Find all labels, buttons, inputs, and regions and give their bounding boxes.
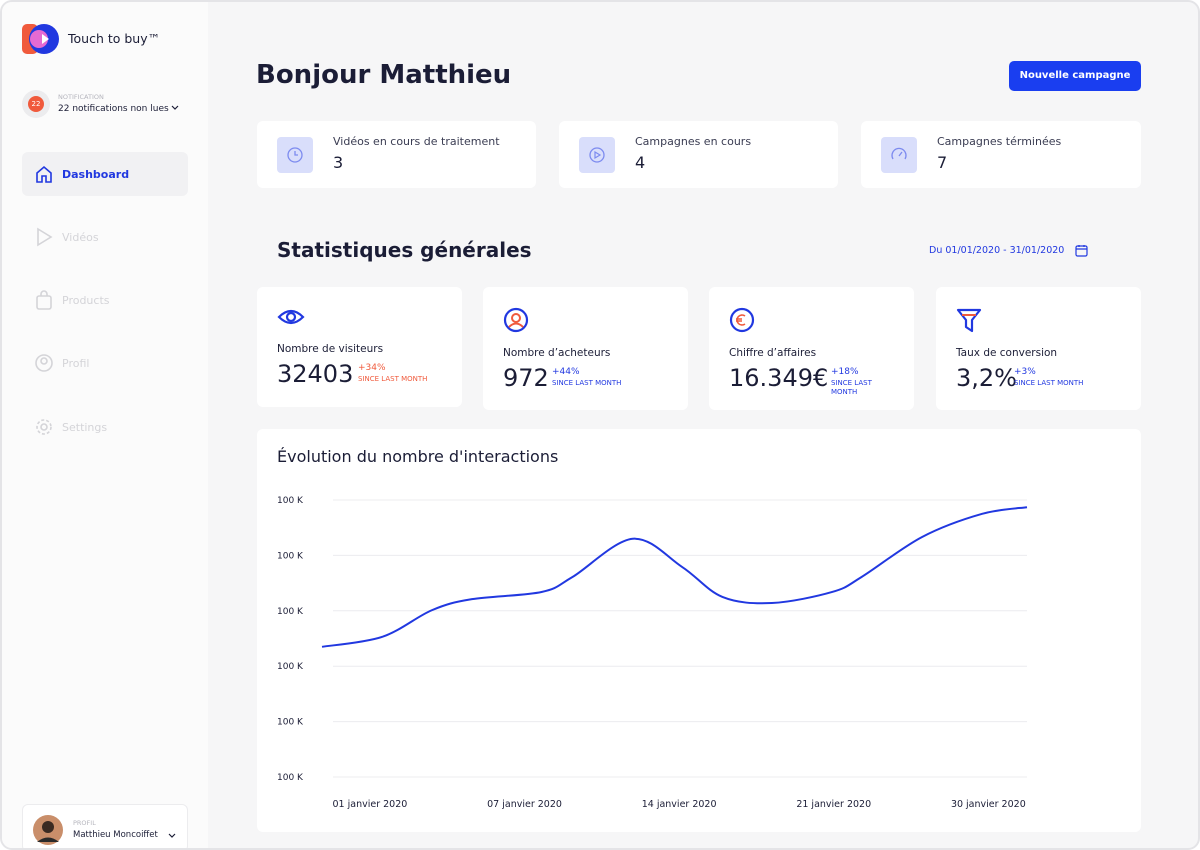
nav-item[interactable]: Profil <box>22 341 188 385</box>
y-tick-label: 100 K <box>277 607 304 617</box>
stat-change: +3% <box>1014 367 1036 377</box>
sidebar: Touch to buy™ 22 NOTIFICATION 22 notific… <box>2 2 208 848</box>
stat-card: Nombre de visiteurs 32403 +34% SINCE LAS… <box>257 287 462 407</box>
summary-label: Vidéos en cours de traitement <box>333 135 500 148</box>
new-campaign-button[interactable]: Nouvelle campagne <box>1009 61 1141 91</box>
nav-item[interactable]: Dashboard <box>22 152 188 196</box>
stat-note: SINCE LAST MONTH <box>831 379 872 396</box>
avatar <box>33 815 63 845</box>
summary-label: Campagnes en cours <box>635 135 752 148</box>
stat-label: Taux de conversion <box>956 347 1058 359</box>
nav-icon <box>36 165 52 183</box>
stat-note: SINCE LAST MONTH <box>358 375 428 383</box>
profile-label: PROFIL <box>73 819 96 827</box>
nav-item[interactable]: Settings <box>22 405 188 449</box>
summary-card: Vidéos en cours de traitement 3 <box>257 121 536 188</box>
nav-label: Settings <box>62 420 108 434</box>
x-tick-label: 01 janvier 2020 <box>333 799 408 810</box>
stat-value: 972 <box>503 364 549 392</box>
stat-change: +44% <box>552 367 580 377</box>
stat-card: Nombre d’acheteurs 972 +44% SINCE LAST M… <box>483 287 688 410</box>
x-tick-label: 07 janvier 2020 <box>487 799 562 810</box>
nav-icon <box>36 419 52 435</box>
y-tick-label: 100 K <box>277 718 304 728</box>
summary-value: 4 <box>635 153 646 172</box>
nav-label: Vidéos <box>62 230 99 244</box>
nav-label: Dashboard <box>62 167 130 181</box>
nav-icon <box>35 354 53 372</box>
notification-badge: 22 <box>28 96 44 112</box>
stat-card: Taux de conversion 3,2% +3% SINCE LAST M… <box>936 287 1141 410</box>
y-tick-label: 100 K <box>277 773 304 783</box>
line-series <box>321 506 1028 648</box>
stat-label: Chiffre d’affaires <box>729 347 817 359</box>
nav-item[interactable]: Products <box>22 278 188 322</box>
summary-value: 3 <box>333 153 344 172</box>
stat-icon <box>277 309 305 325</box>
calendar-icon[interactable] <box>1075 244 1088 257</box>
x-tick-label: 30 janvier 2020 <box>951 799 1026 810</box>
stat-icon <box>503 307 529 333</box>
stat-label: Nombre d’acheteurs <box>503 347 611 359</box>
section-title: Statistiques générales <box>277 238 532 262</box>
nav-icon <box>37 227 53 247</box>
stat-value: 32403 <box>277 360 354 388</box>
summary-label: Campagnes términées <box>937 135 1062 148</box>
stat-change: +18% <box>831 367 859 377</box>
summary-value: 7 <box>937 153 948 172</box>
date-range[interactable]: Du 01/01/2020 - 31/01/2020 <box>929 245 1065 256</box>
y-tick-label: 100 K <box>277 496 304 506</box>
summary-icon <box>881 137 917 173</box>
nav-label: Products <box>62 293 110 307</box>
y-tick-label: 100 K <box>277 551 304 561</box>
x-tick-label: 21 janvier 2020 <box>796 799 871 810</box>
profile-card[interactable]: PROFIL Matthieu Moncoiffet <box>22 804 188 848</box>
stat-card: Chiffre d’affaires 16.349€ +18% SINCE LA… <box>709 287 914 410</box>
summary-icon <box>579 137 615 173</box>
summary-card: Campagnes términées 7 <box>861 121 1141 188</box>
stat-icon <box>729 307 755 333</box>
nav-item[interactable]: Vidéos <box>22 215 188 259</box>
chevron <box>171 105 179 110</box>
summary-card: Campagnes en cours 4 <box>559 121 838 188</box>
page-title: Bonjour Matthieu <box>256 60 512 90</box>
notification-label: NOTIFICATION <box>58 93 104 101</box>
profile-name: Matthieu Moncoiffet <box>73 830 158 840</box>
y-tick-label: 100 K <box>277 662 304 672</box>
nav-icon <box>36 290 52 310</box>
chart-title: Évolution du nombre d'interactions <box>277 447 558 466</box>
x-tick-label: 14 janvier 2020 <box>642 799 717 810</box>
chart-card: Évolution du nombre d'interactions 100 K… <box>257 429 1141 832</box>
nav-label: Profil <box>62 356 90 370</box>
brand-logo <box>22 24 59 54</box>
stat-note: SINCE LAST MONTH <box>1014 379 1084 387</box>
stat-change: +34% <box>358 363 386 373</box>
stat-label: Nombre de visiteurs <box>277 343 384 355</box>
stat-value: 3,2% <box>956 364 1017 392</box>
summary-icon <box>277 137 313 173</box>
chevron <box>168 833 176 838</box>
notification-text[interactable]: 22 notifications non lues <box>58 104 169 114</box>
chart: Évolution du nombre d'interactions 100 K… <box>277 447 1028 810</box>
stat-value: 16.349€ <box>729 364 829 392</box>
stat-note: SINCE LAST MONTH <box>552 379 622 387</box>
brand-name: Touch to buy™ <box>68 31 161 46</box>
stat-icon <box>956 308 982 333</box>
